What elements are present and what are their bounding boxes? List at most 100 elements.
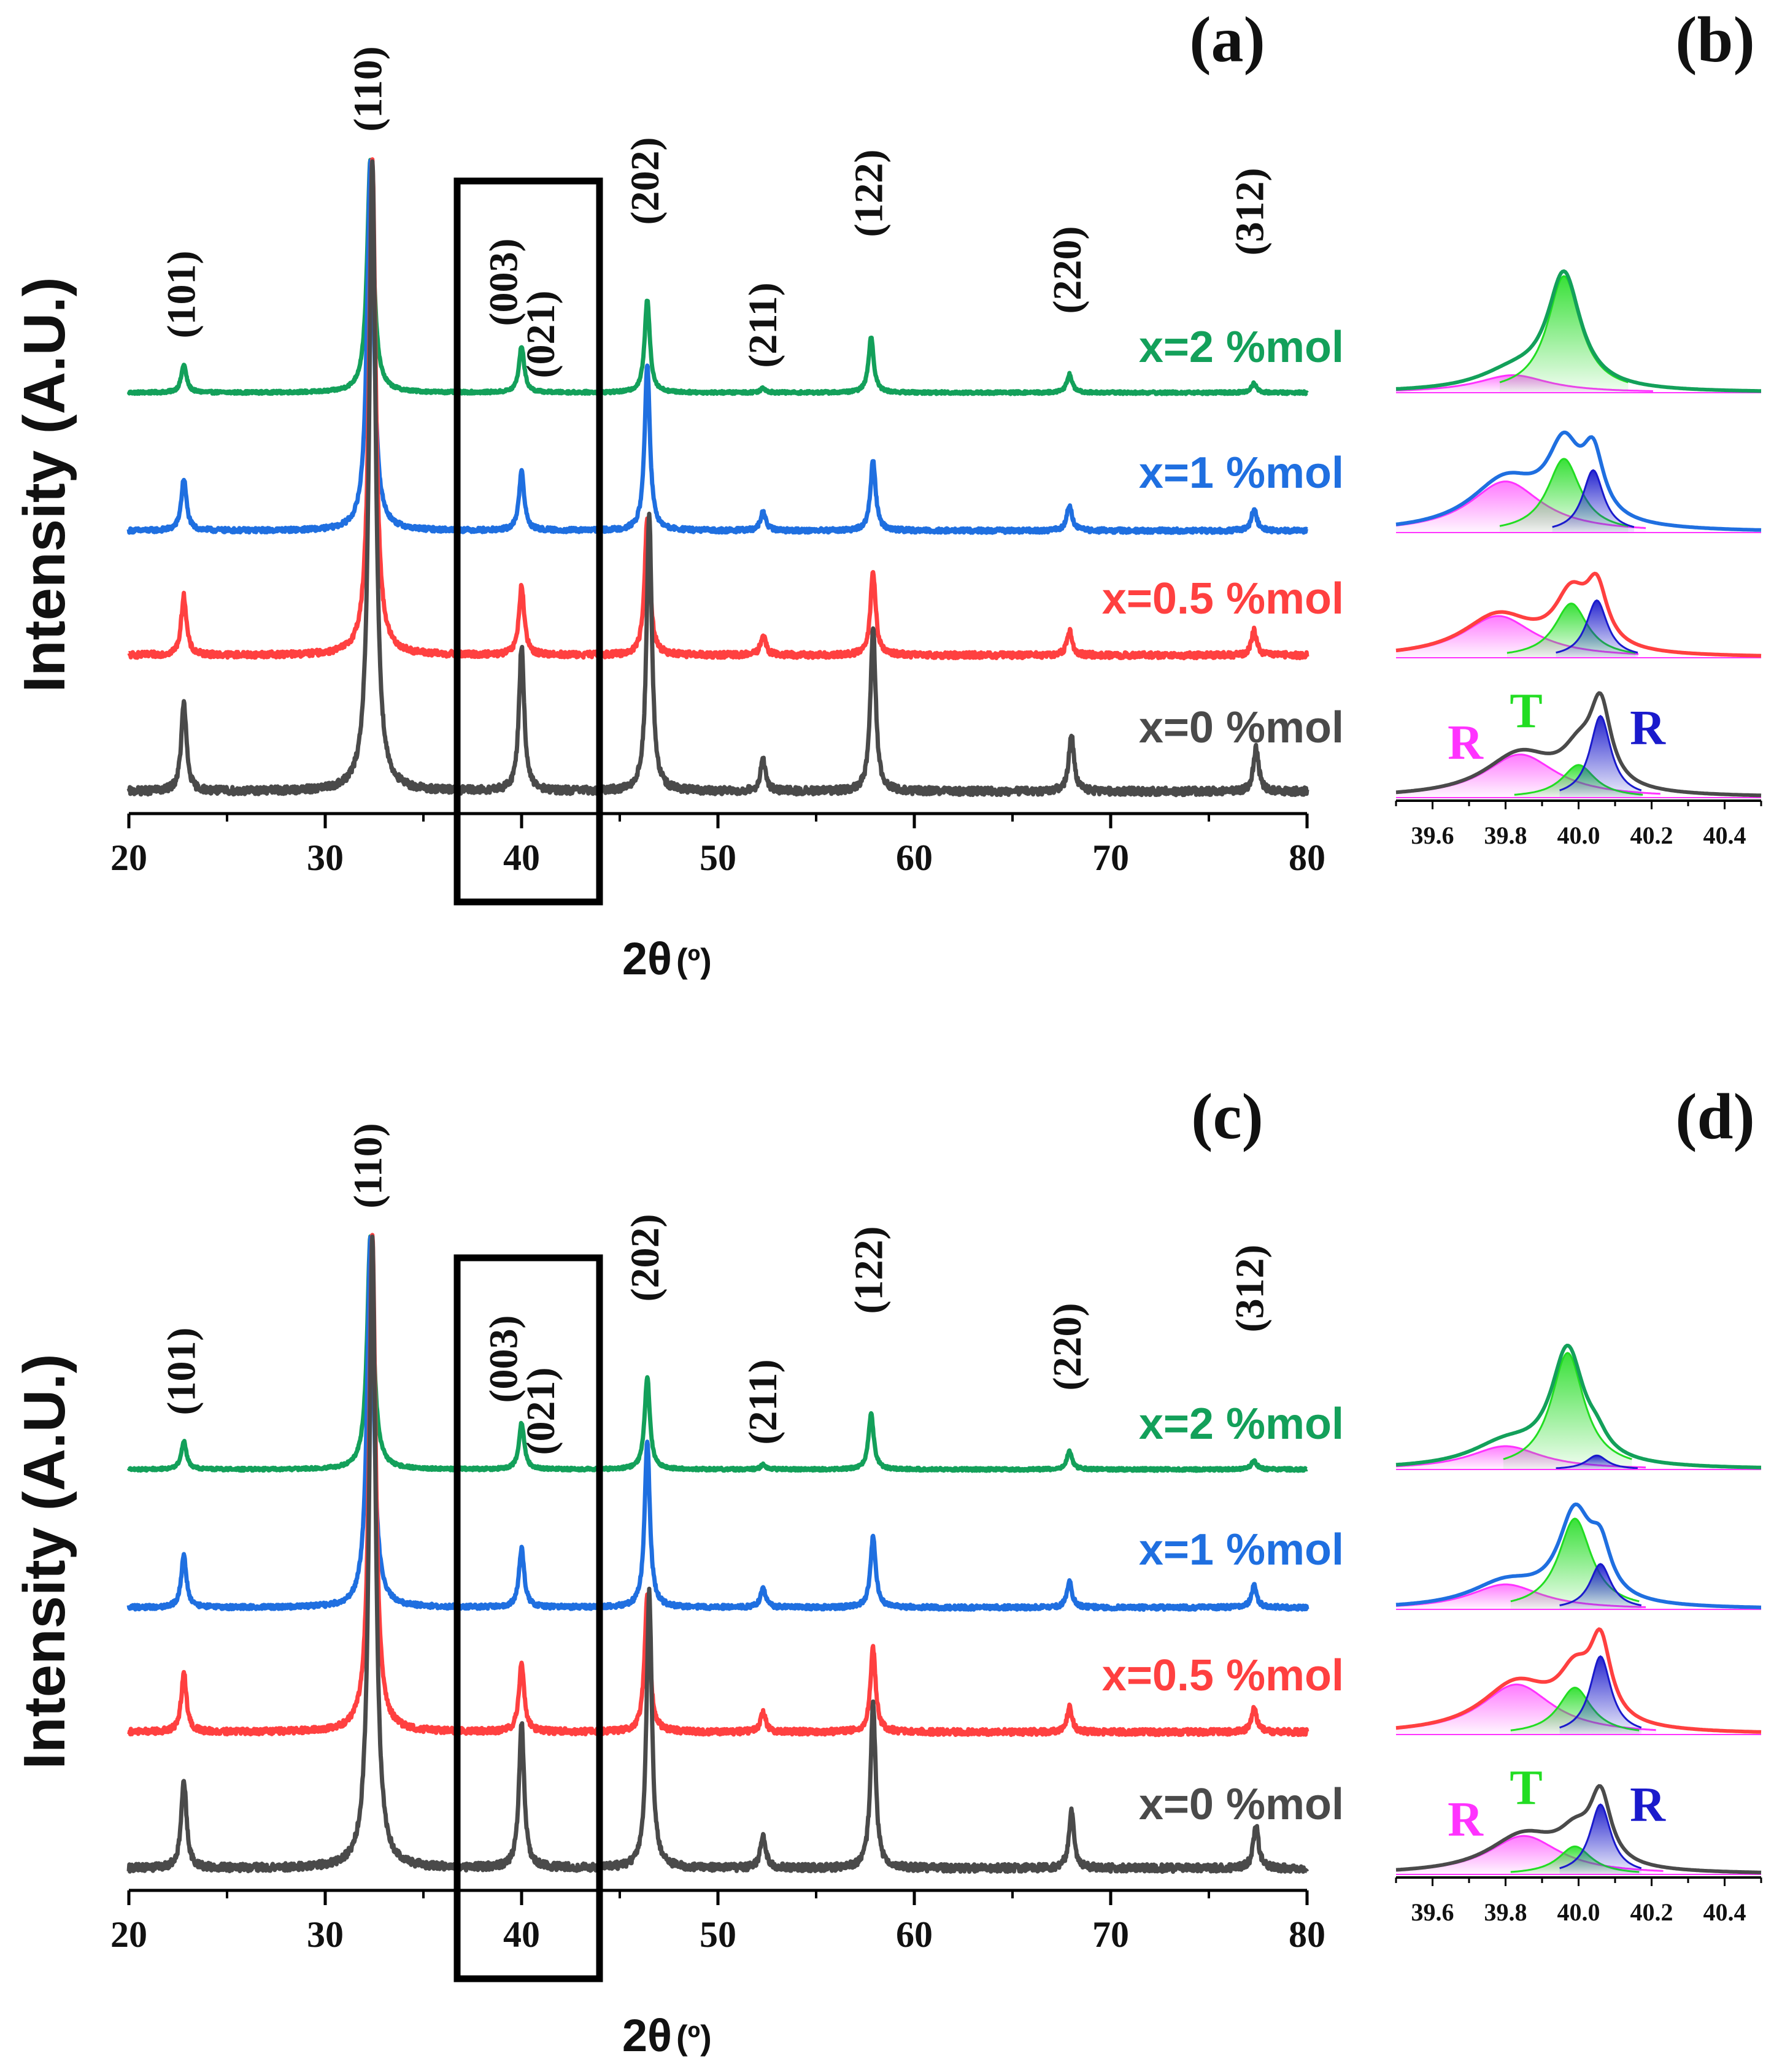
- x-axis-title-unit: (º): [676, 2018, 712, 2057]
- series-label-x1: x=1 %mol: [1139, 1525, 1344, 1574]
- peak-label: (211): [741, 1359, 785, 1444]
- x-ticks-c: 20 30 40 50 60 70 80: [110, 1890, 1325, 1955]
- x-tick-label: 70: [1092, 1914, 1129, 1955]
- series-labels-a: x=2 %mol x=1 %mol x=0.5 %mol x=0 %mol: [1102, 323, 1344, 752]
- peak-labels-a: (101) (110) (003)(021) (202) (211) (122) (220)…: [160, 46, 1273, 378]
- fit-line-r2: [1556, 1454, 1638, 1469]
- fit-area-r2: [1559, 1564, 1641, 1609]
- x-tick-label: 60: [896, 1914, 933, 1955]
- panel-label-b: (b): [1675, 4, 1755, 75]
- fit-line-r2: [1559, 1803, 1642, 1870]
- highlight-box-c: [453, 1254, 603, 1982]
- fit-area-r2: [1552, 470, 1634, 533]
- series-label-x1: x=1 %mol: [1139, 449, 1344, 498]
- zoom-x-ticks-b: 39.6 39.8 40.0 40.2 40.4: [1395, 801, 1762, 849]
- xrd-trace-x05: [127, 1233, 1310, 1738]
- x-tick-label: 30: [307, 838, 344, 878]
- zoom-tick-label: 39.6: [1411, 822, 1454, 849]
- series-label-x05: x=0.5 %mol: [1102, 1651, 1344, 1700]
- peak-label: (110): [346, 46, 391, 131]
- fit-line-r2: [1559, 715, 1642, 791]
- fit-area-r2: [1559, 1804, 1641, 1874]
- x-tick-label: 70: [1092, 838, 1129, 878]
- series-labels-c: x=2 %mol x=1 %mol x=0.5 %mol x=0 %mol: [1102, 1400, 1344, 1829]
- peak-label: (021): [519, 1368, 563, 1455]
- panel-label-a: (a): [1189, 4, 1265, 75]
- x-tick-label: 60: [896, 838, 933, 878]
- fit-area-r2: [1559, 1656, 1641, 1735]
- peak-label: (312): [1227, 1245, 1272, 1333]
- peak-label: (220): [1045, 226, 1090, 314]
- zoom-tick-label: 40.4: [1703, 822, 1746, 849]
- phase-label-r-left: R: [1448, 716, 1484, 770]
- zoom-x-ticks-d: 39.6 39.8 40.0 40.2 40.4: [1395, 1878, 1762, 1926]
- phase-label-r-left: R: [1448, 1793, 1484, 1847]
- x-tick-label: 80: [1289, 838, 1325, 878]
- x-ticks-a: 20 30 40 50 60 70 80: [110, 814, 1325, 878]
- fit-line-r2: [1556, 599, 1638, 654]
- series-label-x2: x=2 %mol: [1139, 323, 1344, 372]
- zoom-tick-label: 39.8: [1484, 822, 1527, 849]
- fit-line-r2: [1559, 1655, 1642, 1729]
- peak-label: (110): [346, 1123, 391, 1208]
- zoom-envelope-x05: [1395, 1627, 1762, 1734]
- x-axis-title-unit: (º): [676, 941, 712, 980]
- series-label-x05: x=0.5 %mol: [1102, 574, 1344, 623]
- xrd-main-panel-c: (c) Intensity (A.U.) 20 30 40 50 60 70 80 (101…: [12, 1080, 1344, 2061]
- zoom-tick-label: 40.0: [1557, 822, 1600, 849]
- peak-label: (220): [1045, 1303, 1090, 1391]
- zoom-envelope-x05: [1395, 571, 1762, 658]
- series-label-x0: x=0 %mol: [1139, 703, 1344, 752]
- panel-label-d: (d): [1675, 1080, 1755, 1152]
- zoom-envelope-x0: [1395, 691, 1762, 798]
- peak-label: (122): [847, 150, 892, 237]
- fit-line-r2: [1552, 469, 1635, 528]
- x-tick-label: 80: [1289, 1914, 1325, 1955]
- peak-label: (312): [1227, 168, 1272, 256]
- fit-area-r1: [1396, 1584, 1646, 1609]
- zoom-envelope-x1: [1395, 430, 1762, 532]
- fit-area-r1: [1396, 481, 1646, 533]
- x-tick-label: 20: [110, 1914, 147, 1955]
- x-axis-title-c: 2θ (º): [622, 2010, 712, 2061]
- peak-label: (202): [623, 137, 668, 225]
- x-axis-title-a: 2θ (º): [622, 933, 712, 984]
- fit-area-t: [1500, 276, 1629, 393]
- xrd-trace-x05: [127, 157, 1310, 661]
- x-axis-title-main: 2θ: [622, 933, 672, 984]
- zoom-envelope-x2: [1395, 1344, 1762, 1469]
- fit-line-t: [1503, 1352, 1632, 1460]
- series-label-x0: x=0 %mol: [1139, 1780, 1344, 1829]
- fit-line-t: [1499, 275, 1629, 383]
- xrd-traces-a: [126, 157, 1310, 798]
- series-label-x2: x=2 %mol: [1139, 1400, 1344, 1449]
- phase-label-t: T: [1510, 684, 1542, 738]
- xrd-traces-c: [126, 1233, 1310, 1874]
- zoom-tick-label: 40.2: [1630, 1898, 1673, 1926]
- fit-area-r1: [1396, 616, 1639, 658]
- x-tick-label: 50: [700, 1914, 736, 1955]
- xrd-trace-x0: [126, 1234, 1310, 1874]
- peak-label: (211): [741, 282, 785, 368]
- phase-label-t: T: [1510, 1761, 1542, 1815]
- peak-label: (003): [481, 239, 526, 326]
- y-axis-label: Intensity (A.U.): [12, 1354, 77, 1769]
- xrd-zoom-panel-d: (d) 39.6 39.8 40.0 40.2 40.4 RT R: [1395, 1080, 1762, 1926]
- peak-label: (101): [160, 1328, 204, 1415]
- zoom-tick-label: 40.4: [1703, 1898, 1746, 1926]
- peak-label: (021): [519, 291, 563, 379]
- xrd-trace-x1: [126, 1234, 1310, 1612]
- xrd-trace-x2: [126, 1234, 1309, 1473]
- xrd-main-panel-a: (a) Intensity (A.U.) 20 30 40 50 60 70 80 (101…: [12, 4, 1344, 984]
- phase-labels-b: RT R: [1448, 684, 1666, 770]
- peak-label: (003): [481, 1315, 526, 1403]
- x-tick-label: 50: [700, 838, 736, 878]
- fit-area-r2: [1559, 716, 1641, 798]
- peak-labels-c: (101) (110) (003)(021) (202) (211) (122) (220)…: [160, 1123, 1273, 1455]
- xrd-trace-x2: [126, 158, 1309, 396]
- phase-label-r-right: R: [1630, 701, 1666, 755]
- highlight-box-a: [453, 177, 603, 906]
- phase-label-r-right: R: [1630, 1778, 1666, 1832]
- zoom-tick-label: 40.0: [1557, 1898, 1600, 1926]
- zoom-profiles-d: [1395, 1344, 1762, 1875]
